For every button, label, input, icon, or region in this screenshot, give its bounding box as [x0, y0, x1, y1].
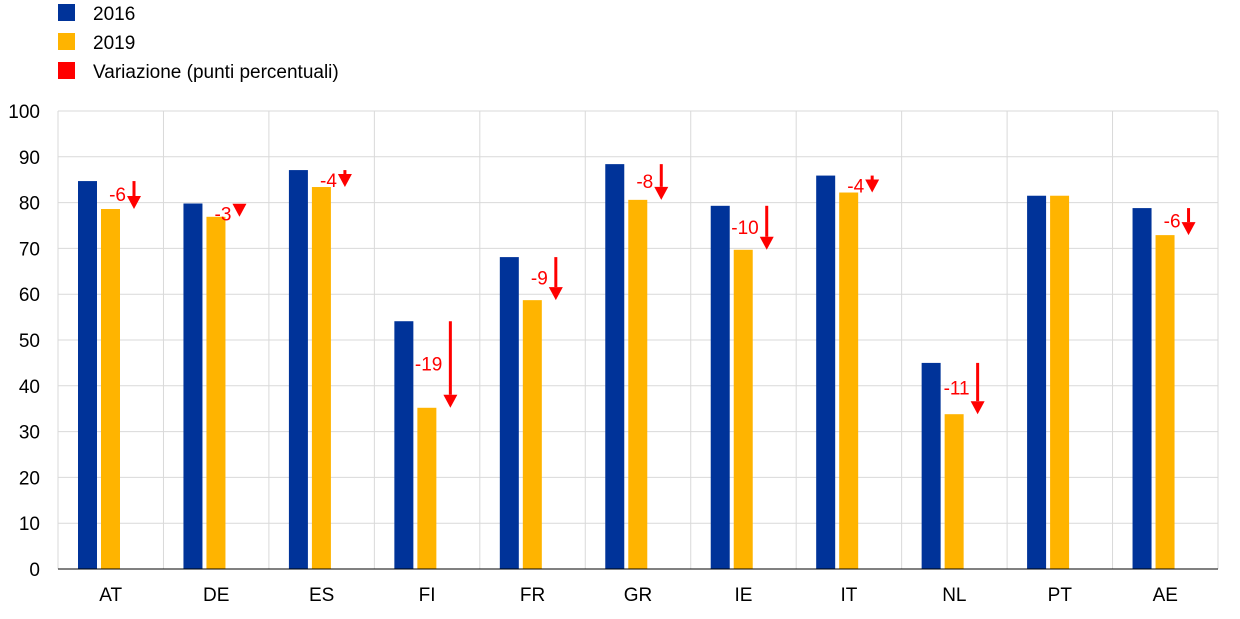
y-tick-label-40: 40 [19, 377, 40, 398]
change-arrow-head-AT [127, 196, 141, 210]
y-tick-label-50: 50 [19, 331, 40, 352]
bar-2019-AT [101, 209, 120, 569]
y-tick-label-70: 70 [19, 239, 40, 260]
change-arrow-head-FR [548, 287, 563, 301]
change-label-IE: -10 [731, 218, 758, 239]
bar-2019-PT [1050, 195, 1070, 570]
x-tick-label-FR: FR [520, 585, 545, 606]
bar-2016-PT [1027, 195, 1047, 570]
bar-2016-DE [183, 203, 203, 570]
bar-2019-NL [944, 414, 964, 569]
bars [78, 164, 1175, 570]
legend: 2016 2019 Variazione (punti percentuali) [58, 4, 339, 83]
change-label-AT: -6 [109, 185, 126, 206]
change-label-NL: -11 [944, 379, 970, 400]
x-tick-label-IT: IT [840, 585, 857, 606]
axes: 0 10 20 30 40 50 60 70 80 90 100 AT DE ES FI FR GR IE IT NL… [8, 102, 1218, 606]
x-tick-label-AE: AE [1153, 585, 1178, 606]
bar-2016-IT [816, 175, 836, 569]
legend-swatch-change [58, 62, 75, 79]
y-tick-label-90: 90 [19, 148, 40, 169]
change-label-AE: -6 [1164, 212, 1181, 233]
bar-2019-GR [628, 199, 648, 570]
bar-2019-AE [1155, 235, 1175, 570]
legend-item-2016: 2016 [58, 4, 135, 25]
bar-2019-IT [839, 192, 859, 570]
y-tick-label-80: 80 [19, 194, 40, 215]
x-tick-label-DE: DE [203, 585, 229, 606]
y-tick-label-20: 20 [19, 468, 40, 489]
change-arrow-head-DE [232, 203, 247, 217]
y-tick-label-60: 60 [19, 285, 40, 306]
bar-2019-ES [311, 187, 331, 569]
change-arrow-head-IE [759, 236, 774, 250]
change-arrow-head-AE [1181, 222, 1196, 236]
x-tick-label-NL: NL [942, 585, 966, 606]
change-arrow-head-IT [865, 179, 880, 193]
bar-2016-GR [605, 164, 625, 570]
y-tick-label-0: 0 [29, 560, 40, 581]
x-tick-label-ES: ES [309, 585, 334, 606]
legend-item-2019: 2019 [58, 33, 135, 54]
bar-2016-FR [499, 257, 519, 569]
legend-label-2019: 2019 [93, 33, 135, 54]
x-tick-label-IE: IE [734, 585, 752, 606]
legend-label-2016: 2016 [93, 4, 135, 25]
change-arrow-head-FI [443, 394, 458, 408]
x-tick-label-FI: FI [419, 585, 436, 606]
change-label-ES: -4 [320, 171, 337, 192]
y-tick-label-30: 30 [19, 423, 40, 444]
legend-swatch-2019 [58, 33, 75, 50]
change-arrow-head-GR [654, 186, 669, 200]
legend-item-change: Variazione (punti percentuali) [58, 62, 339, 83]
bar-2016-NL [921, 362, 941, 569]
bar-2016-ES [288, 170, 308, 569]
change-label-FI: -19 [415, 355, 442, 376]
legend-label-change: Variazione (punti percentuali) [93, 62, 339, 83]
legend-swatch-2016 [58, 4, 75, 21]
bar-2019-DE [206, 216, 226, 569]
change-arrow-head-ES [337, 174, 352, 188]
bar-2016-FI [394, 321, 414, 569]
x-tick-label-PT: PT [1048, 585, 1073, 606]
bar-2016-AT [78, 181, 97, 569]
bar-2019-FR [522, 300, 542, 569]
y-tick-label-10: 10 [19, 514, 40, 535]
x-tick-label-GR: GR [624, 585, 653, 606]
bar-2019-FI [417, 407, 437, 569]
change-label-DE: -3 [215, 205, 232, 226]
bar-2016-AE [1132, 208, 1152, 569]
bar-2016-IE [710, 205, 730, 569]
change-label-IT: -4 [847, 177, 864, 198]
change-label-GR: -8 [636, 172, 653, 193]
change-label-FR: -9 [531, 269, 548, 290]
bar-2019-IE [733, 249, 753, 570]
y-tick-label-100: 100 [8, 102, 40, 123]
change-arrow-head-NL [970, 401, 985, 415]
change-markers: -6 -3 -4 -19 -9 -8 -10 -4 -11 -6 [109, 164, 1196, 415]
x-tick-label-AT: AT [99, 585, 122, 606]
